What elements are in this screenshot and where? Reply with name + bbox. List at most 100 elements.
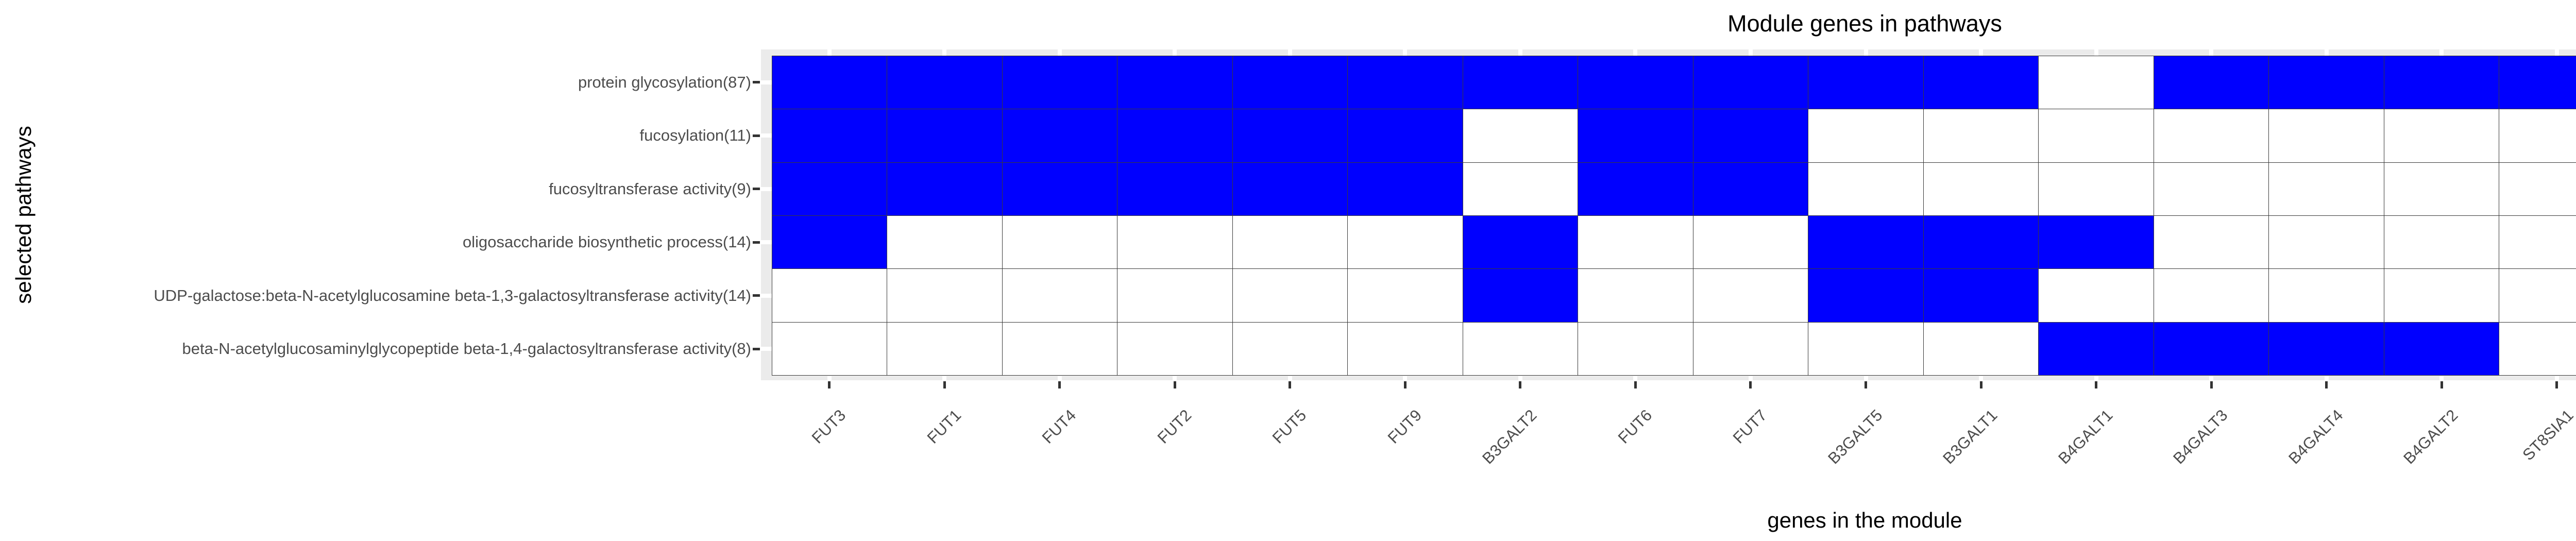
gridline-stub	[2324, 376, 2329, 380]
heatmap-cell	[1578, 56, 1693, 109]
gridline-stub	[942, 376, 947, 380]
heatmap-cell	[1808, 109, 1923, 162]
x-tick	[1865, 381, 1867, 388]
x-axis-title: genes in the module	[1767, 508, 1962, 532]
heatmap-cell	[772, 322, 887, 375]
heatmap-cell	[2039, 162, 2154, 215]
heatmap-cell	[2384, 56, 2499, 109]
gridline-stub	[1173, 376, 1177, 380]
gridline-stub	[1057, 376, 1062, 380]
heatmap-cell	[1923, 56, 2039, 109]
gridline-stub	[942, 49, 947, 56]
heatmap-cell	[1463, 216, 1578, 269]
heatmap-cell	[2039, 322, 2154, 375]
heatmap-cell	[2039, 109, 2154, 162]
gridline-stub	[827, 49, 832, 56]
heatmap-cell	[1923, 216, 2039, 269]
heatmap-cell	[1002, 162, 1117, 215]
heatmap-cell	[2269, 269, 2384, 322]
gridline-stub	[1518, 49, 1522, 56]
heatmap-cell	[1808, 322, 1923, 375]
x-tick	[2440, 381, 2443, 388]
heatmap-cell	[1923, 322, 2039, 375]
heatmap-cell	[1117, 269, 1232, 322]
x-axis-label: FUT4	[1039, 406, 1080, 447]
x-tick	[1519, 381, 1522, 388]
x-tick	[2210, 381, 2213, 388]
gridline-stub	[1979, 49, 1984, 56]
x-axis-label: FUT5	[1269, 406, 1310, 447]
y-axis-label: oligosaccharide biosynthetic process(14)	[462, 233, 751, 251]
gridline-stub	[1748, 376, 1753, 380]
heatmap-cell	[2384, 109, 2499, 162]
x-axis-label: B3GALT2	[1479, 406, 1540, 468]
gridline-stub	[761, 187, 772, 191]
x-axis-label: FUT2	[1154, 406, 1195, 447]
gridline-stub	[761, 240, 772, 245]
gridline-stub	[2209, 49, 2214, 56]
gridline-stub	[2439, 376, 2444, 380]
y-axis-label: protein glycosylation(87)	[578, 73, 751, 91]
heatmap-cell	[887, 162, 1002, 215]
heatmap-cell	[887, 109, 1002, 162]
y-axis-label: UDP-galactose:beta-N-acetylglucosamine b…	[154, 286, 751, 305]
heatmap-cell	[1348, 216, 1463, 269]
x-tick	[1058, 381, 1061, 388]
heatmap-cell	[1117, 56, 1232, 109]
gridline-stub	[1287, 376, 1292, 380]
heatmap-cell	[2384, 162, 2499, 215]
y-tick	[753, 294, 760, 297]
heatmap-cell	[887, 56, 1002, 109]
heatmap-cell	[2384, 269, 2499, 322]
y-tick	[753, 81, 760, 84]
x-tick	[828, 381, 831, 388]
y-tick	[753, 188, 760, 191]
gridline-stub	[1748, 49, 1753, 56]
heatmap-cell	[1348, 56, 1463, 109]
heatmap-cell	[1693, 322, 1808, 375]
heatmap-cell	[2384, 322, 2499, 375]
heatmap-cell	[2039, 56, 2154, 109]
heatmap-cell	[1348, 109, 1463, 162]
heatmap-grid	[772, 56, 2576, 376]
x-axis-label: B3GALT1	[1939, 406, 2001, 468]
heatmap-cell	[1578, 216, 1693, 269]
heatmap-cell	[1923, 109, 2039, 162]
gridline-stub	[2209, 376, 2214, 380]
heatmap-cell	[1232, 322, 1348, 375]
x-axis-label: ST8SIA1	[2518, 406, 2576, 464]
heatmap-cell	[1002, 269, 1117, 322]
y-axis-label: fucosyltransferase activity(9)	[549, 179, 751, 198]
y-axis-title: selected pathways	[11, 126, 36, 304]
heatmap-cell	[1693, 109, 1808, 162]
x-axis-label: FUT7	[1730, 406, 1771, 447]
gridline-stub	[2554, 49, 2559, 56]
heatmap-cell	[1232, 216, 1348, 269]
heatmap-cell	[1232, 109, 1348, 162]
heatmap-cell	[2499, 162, 2576, 215]
gridline-stub	[2554, 376, 2559, 380]
gridline-stub	[1633, 376, 1638, 380]
heatmap-cell	[1002, 322, 1117, 375]
heatmap-cell	[2039, 216, 2154, 269]
heatmap-cell	[1578, 109, 1693, 162]
x-tick	[943, 381, 946, 388]
heatmap-cell	[887, 216, 1002, 269]
x-tick	[1749, 381, 1752, 388]
gridline-stub	[1057, 49, 1062, 56]
heatmap-cell	[1578, 322, 1693, 375]
gridline-stub	[1979, 376, 1984, 380]
heatmap-cell	[1693, 269, 1808, 322]
heatmap-cell	[1808, 216, 1923, 269]
heatmap-cell	[1923, 269, 2039, 322]
x-axis-label: FUT9	[1384, 406, 1426, 447]
heatmap-cell	[1002, 56, 1117, 109]
gridline-stub	[1173, 49, 1177, 56]
heatmap-cell	[1808, 269, 1923, 322]
heatmap-cell	[2154, 162, 2269, 215]
gridline-stub	[761, 293, 772, 298]
x-axis-label: FUT6	[1614, 406, 1656, 447]
gridline-stub	[2439, 49, 2444, 56]
heatmap-cell	[2269, 56, 2384, 109]
